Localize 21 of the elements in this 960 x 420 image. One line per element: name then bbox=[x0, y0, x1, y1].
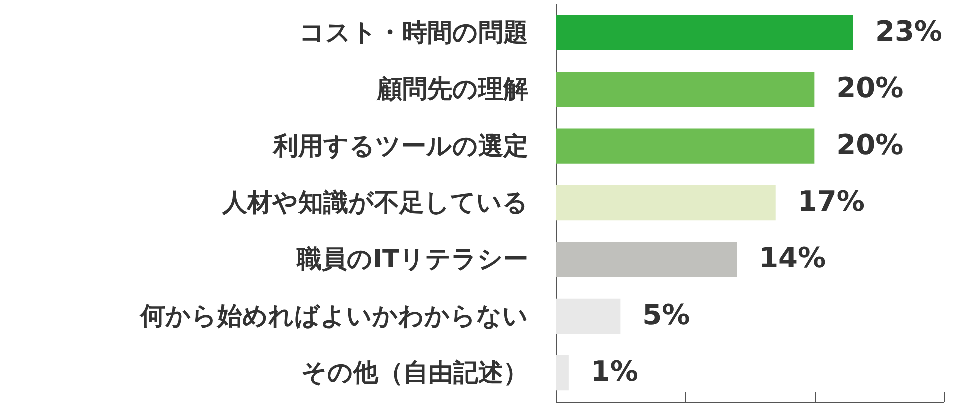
y-tick-label: 何から始めればよいかわからない bbox=[140, 301, 528, 330]
data-label: 23% bbox=[875, 14, 942, 48]
bar bbox=[556, 242, 738, 278]
data-label: 14% bbox=[759, 242, 826, 275]
bar bbox=[556, 15, 854, 50]
data-label: 20% bbox=[836, 128, 904, 162]
data-label: 17% bbox=[798, 185, 865, 218]
y-tick-label: コスト・時間の問題 bbox=[300, 18, 528, 47]
bar bbox=[556, 72, 815, 108]
data-label: 1% bbox=[590, 355, 638, 388]
bar bbox=[556, 298, 621, 334]
y-tick-label: 職員のITリテラシー bbox=[296, 244, 528, 274]
data-label: 20% bbox=[836, 72, 904, 105]
y-tick-label: 利用するツールの選定 bbox=[272, 131, 528, 160]
y-tick-label: 人材や知識が不足している bbox=[222, 188, 528, 217]
data-label: 5% bbox=[642, 298, 690, 332]
bar bbox=[556, 185, 776, 221]
y-tick-label: 顧問先の理解 bbox=[376, 74, 528, 104]
bar bbox=[556, 128, 815, 164]
bar bbox=[556, 356, 569, 391]
y-tick-label: その他（自由記述） bbox=[302, 358, 528, 388]
